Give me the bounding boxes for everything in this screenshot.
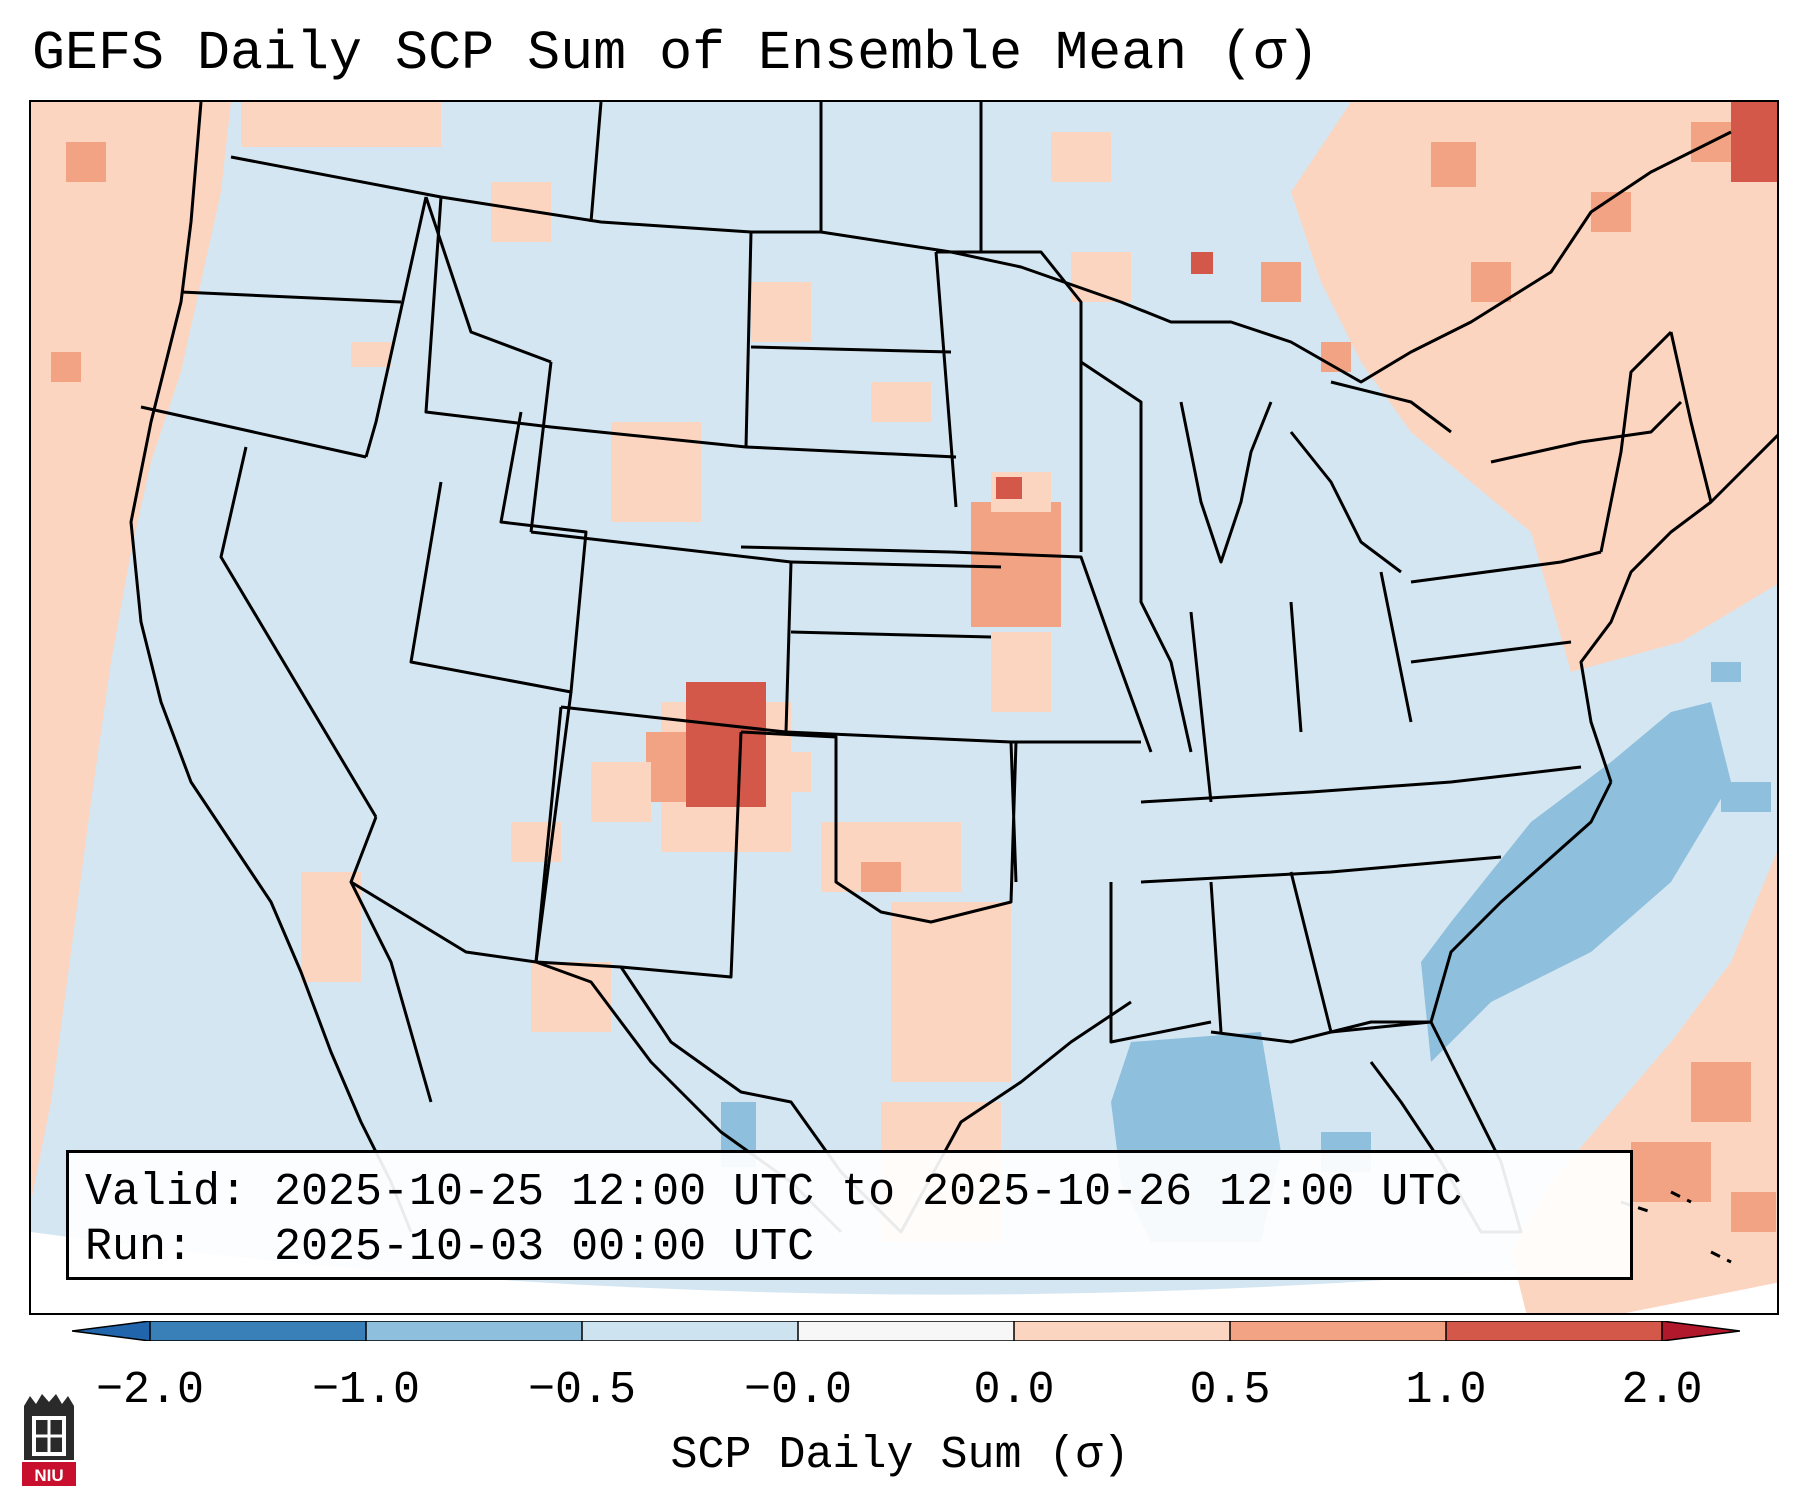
niu-logo: NIU (22, 1394, 76, 1486)
run-time-text: Run: 2025-10-03 00:00 UTC (85, 1222, 815, 1273)
logo-text: NIU (34, 1466, 63, 1485)
colorbar (72, 1321, 1740, 1341)
colorbar-tick-label: −1.0 (311, 1365, 421, 1416)
colorbar-segment-1 (150, 1321, 366, 1341)
colorbar-axis-label: SCP Daily Sum (σ) (670, 1430, 1130, 1481)
southern-plains-core (686, 682, 766, 807)
iowa-field (971, 502, 1061, 627)
colorbar-segment-5 (1014, 1321, 1230, 1341)
colorbar-tick-label: 0.5 (1189, 1365, 1271, 1416)
projection-edge (31, 1232, 1777, 1313)
colorbar-tick-label: −0.5 (527, 1365, 637, 1416)
map-panel (29, 100, 1779, 1315)
boundaries (129, 102, 1777, 1264)
colorbar-segment-3 (582, 1321, 798, 1341)
west-coast (129, 102, 413, 1233)
colorbar-tick-label: 1.0 (1405, 1365, 1487, 1416)
anomaly-fields (31, 102, 1777, 1313)
colorbar-tick-label: 2.0 (1621, 1365, 1703, 1416)
east-coast (1579, 433, 1777, 783)
canada-border (230, 130, 1732, 384)
colorbar-tick-label: −2.0 (95, 1365, 205, 1416)
northeast-field (1291, 102, 1777, 672)
colorbar-tick-label: −0.0 (743, 1365, 853, 1416)
colorbar-over-triangle (1662, 1321, 1740, 1341)
colorbar-segment-7 (1446, 1321, 1662, 1341)
colorbar-under-triangle (72, 1321, 150, 1341)
colorbar-segment-6 (1230, 1321, 1446, 1341)
colorbar-segment-2 (366, 1321, 582, 1341)
great-lakes (1179, 380, 1452, 574)
colorbar-segment-4 (798, 1321, 1014, 1341)
valid-time-text: Valid: 2025-10-25 12:00 UTC to 2025-10-2… (85, 1167, 1463, 1218)
valid-run-box: Valid: 2025-10-25 12:00 UTC to 2025-10-2… (66, 1150, 1633, 1280)
atlantic-blue-band (1421, 702, 1731, 1062)
map-title: GEFS Daily SCP Sum of Ensemble Mean (σ) (32, 22, 1320, 85)
map-svg (31, 102, 1777, 1313)
colorbar-tick-label: 0.0 (973, 1365, 1055, 1416)
